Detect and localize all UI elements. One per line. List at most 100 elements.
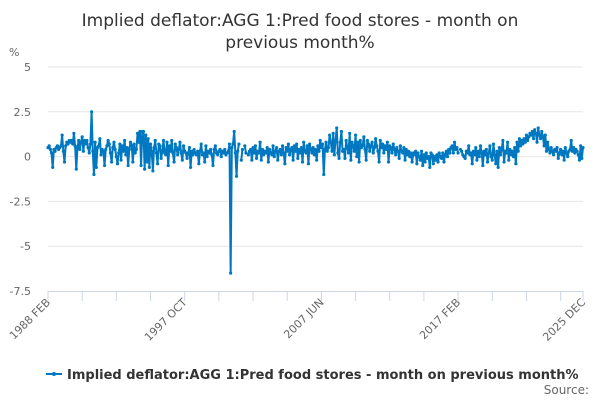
data-point [475,158,479,162]
data-point [226,149,230,153]
data-point [286,142,290,146]
data-point [526,138,530,143]
data-point [110,160,114,164]
data-point [353,133,358,137]
data-point [283,162,287,166]
data-point [239,158,243,162]
data-point [436,160,440,164]
data-point [467,144,471,148]
data-point [234,174,239,178]
data-point [145,160,149,164]
data-point [470,162,474,166]
data-point [396,149,400,153]
data-point [371,151,375,155]
data-point [504,151,509,155]
data-point [570,149,574,153]
data-point [488,144,492,148]
data-point [352,149,356,153]
data-point [328,133,332,137]
data-point [94,165,98,169]
data-point [356,140,360,144]
data-point [223,147,227,152]
data-point [210,153,214,157]
data-point [401,151,405,155]
data-point [159,156,163,160]
data-point [522,137,526,141]
data-point [346,151,351,155]
data-point [196,149,200,153]
y-tick-label: 2.5 [14,106,32,119]
data-point [414,149,418,153]
data-point [207,151,212,155]
data-point [484,147,488,152]
data-point [452,140,457,144]
data-point [416,151,420,155]
data-point [99,153,103,157]
data-point [536,126,540,130]
data-point [71,142,75,146]
data-point [127,147,131,152]
data-point [559,147,563,152]
data-point [378,138,382,143]
data-point [490,158,494,162]
data-point [112,140,116,144]
data-point [101,149,105,153]
data-point [494,162,498,166]
data-point [154,151,159,155]
data-point [97,144,101,148]
data-point [174,146,179,150]
data-point [363,147,367,152]
data-point [562,158,566,162]
data-point [391,142,395,146]
data-point [273,149,278,153]
data-point [155,162,160,166]
data-point [93,140,97,144]
data-point [389,146,393,150]
data-point [331,131,335,135]
data-point [342,147,346,152]
data-point [324,140,328,144]
data-point [212,147,216,152]
data-point [160,149,164,153]
data-point [104,147,108,152]
data-point [111,146,115,150]
data-point [134,147,138,152]
data-point [326,146,331,150]
data-point [227,142,232,146]
data-point [566,155,570,159]
y-tick-label: -5 [20,240,31,253]
data-point [476,149,480,153]
data-point [480,151,484,155]
data-point [108,151,113,155]
data-point [550,149,554,153]
data-point [86,146,90,150]
data-point [170,138,174,143]
data-point [218,147,222,152]
data-point [90,110,94,114]
data-point [186,151,190,155]
data-point [106,138,110,143]
data-point [262,153,266,157]
data-point [463,156,467,160]
data-point [117,151,121,155]
data-point [410,160,414,164]
data-point [544,149,549,153]
chart-title-line-1: Implied deflator:AGG 1:Pred food stores … [82,11,519,31]
data-point [423,160,427,164]
data-point [442,160,446,164]
data-point [205,155,209,159]
legend[interactable]: Implied deflator:AGG 1:Pred food stores … [46,368,579,383]
data-point [53,149,57,153]
data-point [276,158,280,162]
data-point [211,163,215,168]
data-point [305,144,309,148]
data-point [364,158,368,162]
y-tick-label: 5 [24,61,31,74]
data-point [415,162,419,166]
data-point [61,149,65,153]
data-point [266,160,270,164]
data-point [509,153,513,157]
data-point [304,151,308,155]
data-point [336,151,340,155]
